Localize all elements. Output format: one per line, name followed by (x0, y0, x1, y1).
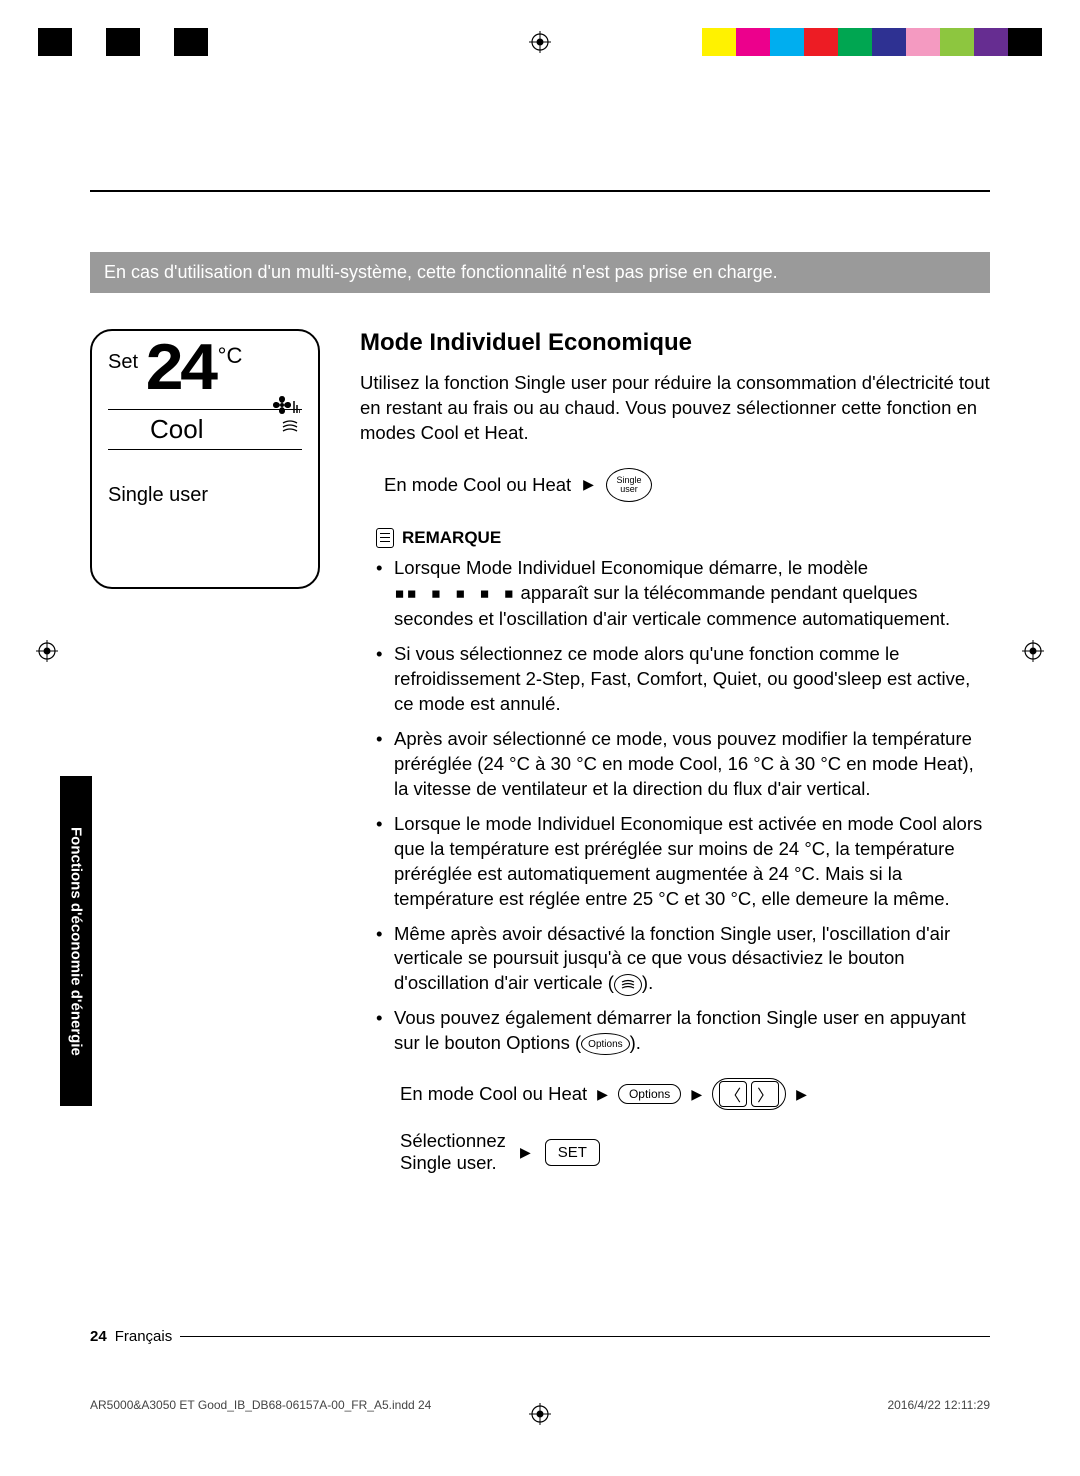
registration-mark-icon (36, 640, 58, 662)
seq2-label: En mode Cool ou Heat (400, 1083, 587, 1105)
pattern-icon: ▪▪ ▪ ▪ ▪ ▪ (394, 582, 515, 607)
chevron-right-icon: 〉 (751, 1081, 779, 1107)
seq1-label: En mode Cool ou Heat (384, 474, 571, 496)
page-number: 24 (90, 1328, 107, 1345)
section-title: Mode Individuel Economique (360, 329, 990, 357)
arrow-icon: ▶ (691, 1086, 702, 1103)
remote-display: Set 24 °C Cool Single user (90, 329, 320, 589)
print-filename: AR5000&A3050 ET Good_IB_DB68-06157A-00_F… (90, 1398, 431, 1412)
left-right-buttons-icon: 〈 〉 (712, 1078, 786, 1110)
button-sequence-2: En mode Cool ou Heat ▶ Options ▶ 〈 〉 ▶ (400, 1078, 990, 1110)
arrow-icon: ▶ (583, 476, 594, 493)
options-button-icon: Options (618, 1084, 681, 1104)
button-sequence-1: En mode Cool ou Heat ▶ Single user (384, 468, 990, 502)
page-footer: 24 Français (90, 1328, 990, 1345)
list-item: Lorsque Mode Individuel Economique démar… (376, 556, 990, 632)
vertical-swing-icon (614, 974, 642, 996)
print-timestamp: 2016/4/22 12:11:29 (887, 1398, 990, 1412)
options-button-icon: Options (581, 1033, 629, 1055)
mode-label: Cool (150, 414, 203, 445)
remarque-heading: REMARQUE (376, 528, 990, 548)
temperature-value: 24 (144, 345, 214, 399)
list-item: Vous pouvez également démarrer la foncti… (376, 1006, 990, 1056)
page-language: Français (115, 1328, 173, 1345)
list-item: Lorsque le mode Individuel Economique es… (376, 812, 990, 912)
single-user-status: Single user (108, 484, 302, 507)
temperature-unit: °C (218, 343, 243, 369)
remarks-list: Lorsque Mode Individuel Economique démar… (376, 556, 990, 1056)
horizontal-rule (90, 190, 990, 192)
note-icon (376, 528, 394, 548)
button-sequence-3: Sélectionnez Single user. ▶ SET (400, 1130, 990, 1174)
list-item: Même après avoir désactivé la fonction S… (376, 922, 990, 997)
fan-icon (270, 393, 300, 428)
chevron-left-icon: 〈 (719, 1081, 747, 1107)
single-user-button-icon: Single user (606, 468, 652, 502)
registration-mark-icon (1022, 640, 1044, 662)
print-metadata: AR5000&A3050 ET Good_IB_DB68-06157A-00_F… (90, 1398, 990, 1412)
registration-mark-icon (529, 31, 551, 53)
arrow-icon: ▶ (796, 1086, 807, 1103)
arrow-icon: ▶ (520, 1144, 531, 1161)
notice-banner: En cas d'utilisation d'un multi-système,… (90, 252, 990, 293)
intro-paragraph: Utilisez la fonction Single user pour ré… (360, 371, 990, 446)
list-item: Si vous sélectionnez ce mode alors qu'un… (376, 642, 990, 717)
list-item: Après avoir sélectionné ce mode, vous po… (376, 727, 990, 802)
seq3-label: Sélectionnez Single user. (400, 1130, 506, 1174)
set-label: Set (108, 351, 138, 374)
set-button-icon: SET (545, 1139, 600, 1166)
section-tab: Fonctions d'économie d'énergie (60, 776, 92, 1106)
arrow-icon: ▶ (597, 1086, 608, 1103)
